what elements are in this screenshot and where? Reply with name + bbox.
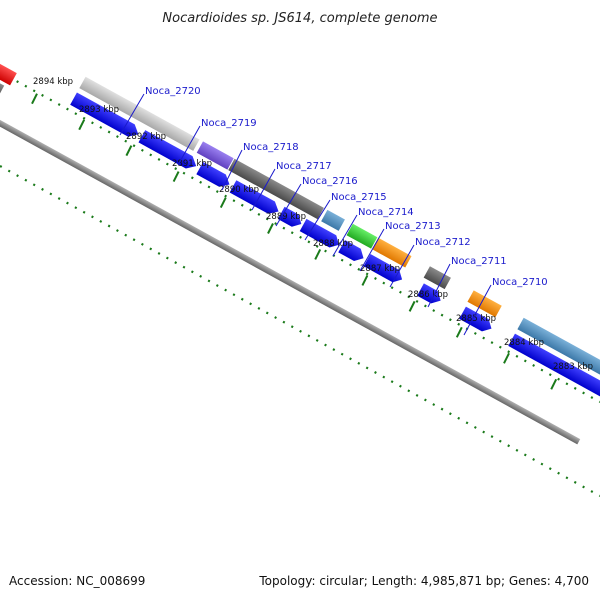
callout-line (177, 125, 201, 166)
feature-steel-large (517, 317, 600, 397)
gene-label: Noca_2718 (243, 142, 299, 153)
callout-line (463, 284, 492, 336)
ruler-label: 2885 kbp (456, 314, 496, 324)
ruler-major-tick (408, 300, 416, 312)
accession-text: Accession: NC_008699 (9, 574, 146, 588)
gene-label: Noca_2715 (331, 192, 387, 203)
ruler-label: 2883 kbp (553, 362, 593, 372)
inner-ruler-track (0, 165, 600, 497)
ruler-label: 2887 kbp (360, 264, 400, 274)
ruler-label: 2888 kbp (313, 239, 353, 249)
genome-summary-text: Topology: circular; Length: 4,985,871 bp… (259, 574, 589, 588)
ruler-label: 2889 kbp (266, 212, 306, 222)
callout-line (275, 183, 302, 227)
feature-purple (196, 141, 234, 170)
ruler-major-tick (78, 119, 86, 131)
callout-line (389, 244, 415, 288)
feature-orange (371, 237, 412, 268)
feature-orange-small (467, 290, 502, 318)
callout-line (359, 228, 385, 272)
outer-ruler-track (0, 71, 600, 403)
ruler-major-tick (267, 223, 274, 234)
ruler-label: 2892 kbp (126, 132, 166, 142)
ruler-label: 2891 kbp (172, 159, 212, 169)
ruler-major-tick (361, 274, 369, 286)
callout-line (304, 199, 331, 241)
callout-line (332, 214, 358, 257)
callout-line (221, 149, 243, 191)
ruler-major-tick (455, 326, 463, 338)
gene-label: Noca_2719 (201, 118, 257, 129)
feature-green (346, 223, 378, 249)
gene-callouts: Noca_2720 Noca_2719 Noca_2718 Noca_2717 … (119, 86, 548, 336)
cds-arrow (338, 240, 364, 261)
ruler-labels: 2894 kbp 2893 kbp 2892 kbp 2891 kbp 2890… (33, 77, 593, 372)
cds-arrow (417, 283, 441, 304)
gene-label: Noca_2717 (276, 161, 332, 172)
ruler-major-tick (314, 249, 322, 260)
gene-label: Noca_2713 (385, 221, 441, 232)
gene-label: Noca_2714 (358, 207, 414, 218)
genome-backbone (0, 91, 581, 445)
feature-light-grey (79, 76, 200, 151)
ruler-major-tick (125, 145, 133, 157)
map-title: Nocardioides sp. JS614, complete genome (162, 11, 437, 26)
gene-label: Noca_2711 (451, 256, 507, 267)
ruler-label: 2890 kbp (219, 185, 259, 195)
ruler-major-tick (31, 93, 38, 105)
ruler-major-tick (503, 352, 510, 364)
ruler-major-tick (219, 197, 227, 208)
ruler-label: 2894 kbp (33, 77, 73, 87)
ruler-ticks (31, 93, 558, 390)
gene-label: Noca_2720 (145, 86, 201, 97)
callout-line (427, 263, 451, 308)
gene-label: Noca_2712 (415, 237, 471, 248)
cds-arrow (229, 180, 279, 214)
feature-steel-small (321, 209, 345, 231)
callout-line (251, 168, 276, 211)
cds-arrow (277, 206, 302, 227)
cds-arrow (70, 92, 139, 137)
cds-arrow (459, 306, 492, 332)
ruler-label: 2893 kbp (79, 105, 119, 115)
feature-grey-small (423, 266, 451, 290)
cds-arrow (196, 161, 230, 187)
ruler-label: 2884 kbp (504, 338, 544, 348)
callout-line (119, 93, 145, 136)
ruler-major-tick (172, 171, 180, 183)
cds-arrow (508, 333, 600, 414)
gene-label: Noca_2710 (492, 277, 548, 288)
feature-dark-grey (228, 158, 324, 220)
ruler-label: 2886 kbp (408, 290, 448, 300)
cds-arrow (363, 254, 403, 283)
ruler-major-tick (550, 378, 558, 390)
feature-red (0, 39, 17, 86)
feature-track (0, 39, 600, 414)
cds-arrow (299, 218, 340, 248)
gene-label: Noca_2716 (302, 176, 358, 187)
